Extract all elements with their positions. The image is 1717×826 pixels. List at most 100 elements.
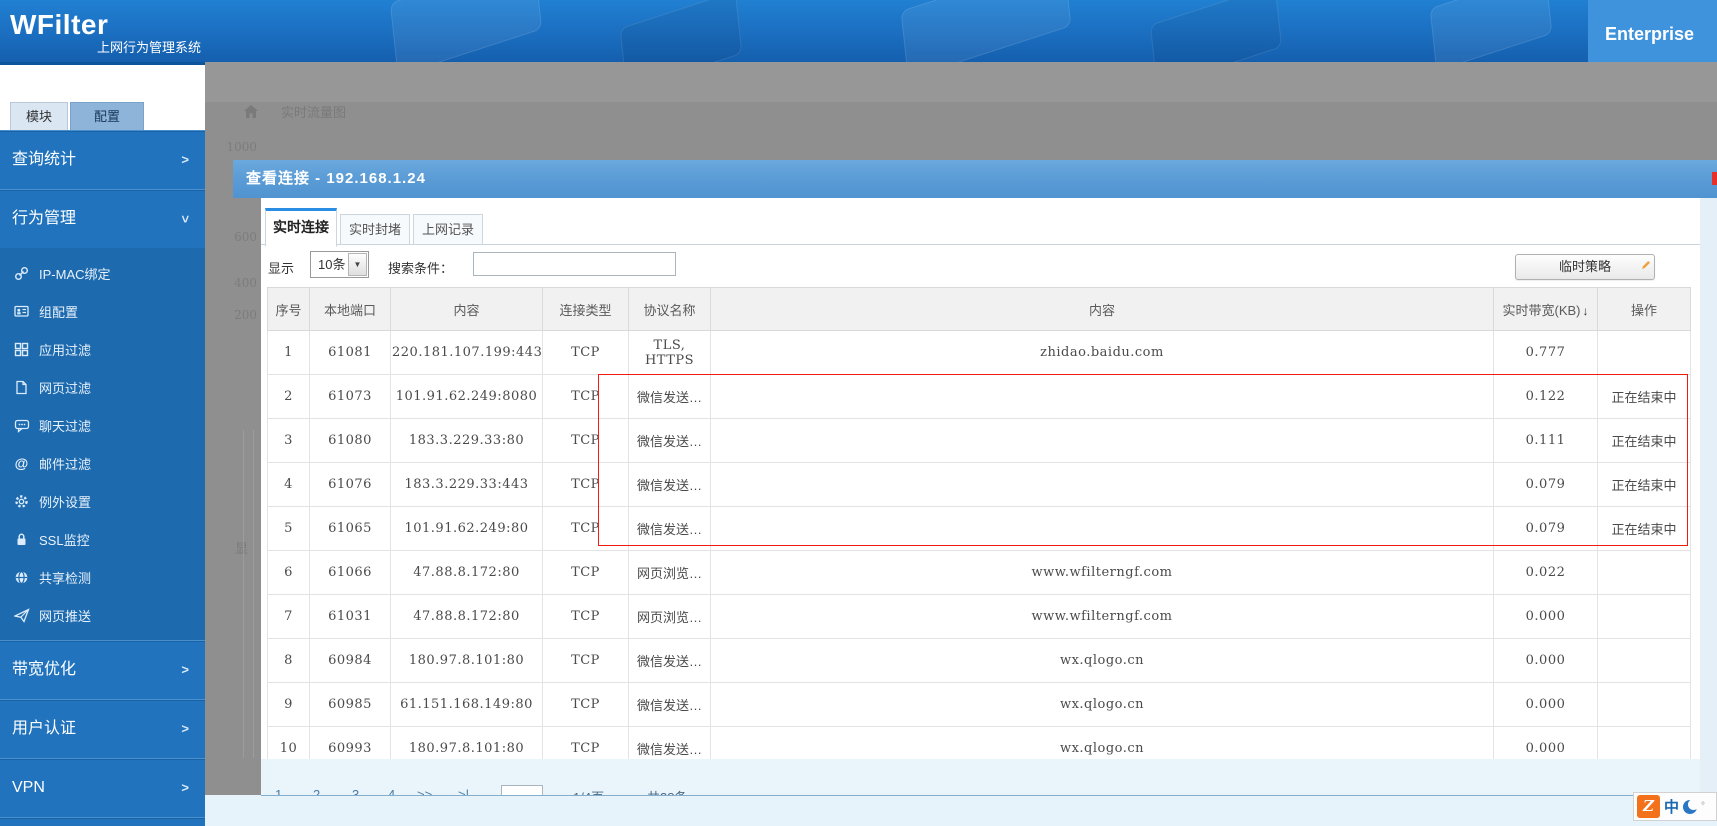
next-page-button[interactable]: >> (417, 787, 433, 796)
cell-action (1597, 550, 1691, 595)
cell-bandwidth: 0.022 (1493, 550, 1598, 595)
connections-table: 序号 本地端口 内容 连接类型 协议名称 内容 实时带宽(KB) ↓ 操作 1 6… (267, 287, 1691, 771)
sidebar-item-label: 例外设置 (39, 494, 92, 510)
tab-browsing-history[interactable]: 上网记录 (413, 214, 483, 245)
cell-protocol: 网页浏览… (628, 550, 711, 595)
page-number-input[interactable] (501, 785, 543, 795)
page-size-select[interactable]: 10条 ▼ (310, 251, 369, 278)
cell-domain: www.wfilterngf.com (710, 550, 1494, 595)
cell-no: 7 (267, 594, 310, 639)
cell-bandwidth: 0.122 (1493, 374, 1598, 419)
sidebar-item-share-detection[interactable]: 共享检测 (0, 558, 205, 596)
edition-box: Enterprise (1588, 0, 1717, 62)
cell-no: 8 (267, 638, 310, 683)
cell-action: 正在结束中 (1597, 418, 1691, 463)
cell-type: TCP (542, 550, 629, 595)
tab-config[interactable]: 配置 (70, 102, 144, 130)
cell-domain (710, 374, 1494, 419)
cell-domain (710, 462, 1494, 507)
page-button-4[interactable]: 4 (388, 787, 396, 796)
sidebar-section-vpn[interactable]: VPN > (0, 758, 205, 817)
cell-no: 5 (267, 506, 310, 551)
sidebar-item-group-config[interactable]: 组配置 (0, 292, 205, 330)
cell-protocol: TLS, HTTPS (628, 330, 711, 375)
cell-no: 3 (267, 418, 310, 463)
search-input[interactable] (473, 252, 676, 276)
sidebar-item-label: 邮件过滤 (39, 456, 92, 472)
sidebar-section-label: 带宽优化 (12, 661, 77, 678)
col-header-content: 内容 (390, 287, 543, 331)
cell-type: TCP (542, 506, 629, 551)
sidebar-item-exception-settings[interactable]: 例外设置 (0, 482, 205, 520)
keyboard-decoration (389, 0, 543, 62)
edition-label: Enterprise (1605, 24, 1695, 44)
sidebar-item-ssl-monitor[interactable]: SSL监控 (0, 520, 205, 558)
col-header-conn-type: 连接类型 (542, 287, 629, 331)
cell-domain: wx.qlogo.cn (710, 638, 1494, 683)
bg-text-fragment: 显 (235, 541, 249, 556)
col-header-content2: 内容 (710, 287, 1494, 331)
col-header-bandwidth[interactable]: 实时带宽(KB) ↓ (1493, 287, 1598, 331)
sort-desc-icon: ↓ (1582, 303, 1589, 318)
table-row: 6 61066 47.88.8.172:80 TCP 网页浏览… www.wfi… (267, 550, 1691, 595)
ime-status-dot: ° (1701, 801, 1706, 812)
lock-icon (13, 531, 30, 548)
sidebar-item-label: SSL监控 (39, 532, 90, 548)
show-label: 显示 (268, 261, 295, 276)
tab-modules[interactable]: 模块 (10, 102, 68, 130)
tab-realtime-connections[interactable]: 实时连接 (265, 208, 337, 247)
sidebar-item-web-filter[interactable]: 网页过滤 (0, 368, 205, 406)
sidebar-section-user-auth[interactable]: 用户认证 > (0, 699, 205, 758)
page-button-2[interactable]: 2 (313, 787, 321, 796)
temporary-policy-label: 临时策略 (1558, 259, 1611, 274)
table-row: 3 61080 183.3.229.33:80 TCP 微信发送… 0.111 … (267, 418, 1691, 463)
dimmed-toolbar-band (205, 62, 1717, 102)
sidebar-item-label: 网页过滤 (39, 380, 92, 396)
sidebar-section-label: VPN (12, 779, 45, 796)
sidebar-item-label: 网页推送 (39, 608, 92, 624)
sidebar-item-mail-filter[interactable]: @ 邮件过滤 (0, 444, 205, 482)
dialog-titlebar: 查看连接 - 192.168.1.24 (233, 160, 1717, 198)
close-icon[interactable] (1712, 172, 1717, 185)
chevron-right-icon: > (181, 662, 189, 677)
cell-protocol: 微信发送… (628, 682, 711, 727)
sidebar-item-web-push[interactable]: 网页推送 (0, 596, 205, 634)
cell-content: 61.151.168.149:80 (390, 682, 543, 727)
sidebar-item-chat-filter[interactable]: 聊天过滤 (0, 406, 205, 444)
cell-port: 61076 (309, 462, 391, 507)
search-label: 搜索条件： (388, 261, 454, 276)
chevron-right-icon: > (181, 152, 189, 167)
sogou-ime-icon[interactable]: Z (1637, 795, 1660, 818)
cell-no: 1 (267, 330, 310, 375)
cell-protocol: 网页浏览… (628, 594, 711, 639)
total-count-label: 共38条 (647, 787, 687, 795)
sidebar-item-app-filter[interactable]: 应用过滤 (0, 330, 205, 368)
dialog-body: 实时连接 实时封堵 上网记录 显示 10条 ▼ 搜索条件： 临时策略 序号 (261, 198, 1700, 796)
cell-protocol: 微信发送… (628, 418, 711, 463)
sidebar-section-query-stats[interactable]: 查询统计 > (0, 130, 205, 189)
cell-port: 60984 (309, 638, 391, 683)
sidebar-item-ip-mac-binding[interactable]: IP-MAC绑定 (0, 254, 205, 292)
cell-action (1597, 594, 1691, 639)
sidebar-section-bandwidth[interactable]: 带宽优化 > (0, 640, 205, 699)
tab-realtime-blocking[interactable]: 实时封堵 (340, 214, 410, 245)
id-card-icon (13, 303, 30, 320)
cell-port: 61073 (309, 374, 391, 419)
page-button-1[interactable]: 1 (275, 787, 283, 796)
col-header-protocol: 协议名称 (628, 287, 711, 331)
last-page-button[interactable]: >| (458, 787, 469, 796)
sidebar-section-label: 用户认证 (12, 720, 77, 737)
cell-content: 220.181.107.199:443 (390, 330, 543, 375)
table-row: 2 61073 101.91.62.249:8080 TCP 微信发送… 0.1… (267, 374, 1691, 419)
moon-icon[interactable] (1683, 798, 1700, 814)
page-button-3[interactable]: 3 (352, 787, 360, 796)
ime-language-indicator[interactable]: 中 (1664, 799, 1680, 816)
home-icon (244, 105, 258, 118)
cell-content: 183.3.229.33:443 (390, 462, 543, 507)
sidebar-section-behavior-mgmt[interactable]: 行为管理 > (0, 189, 205, 248)
sidebar-tabstrip: 模块 配置 (0, 62, 205, 130)
cell-port: 61066 (309, 550, 391, 595)
grid-icon (13, 341, 30, 358)
temporary-policy-button[interactable]: 临时策略 (1515, 254, 1655, 280)
link-icon (13, 265, 30, 282)
